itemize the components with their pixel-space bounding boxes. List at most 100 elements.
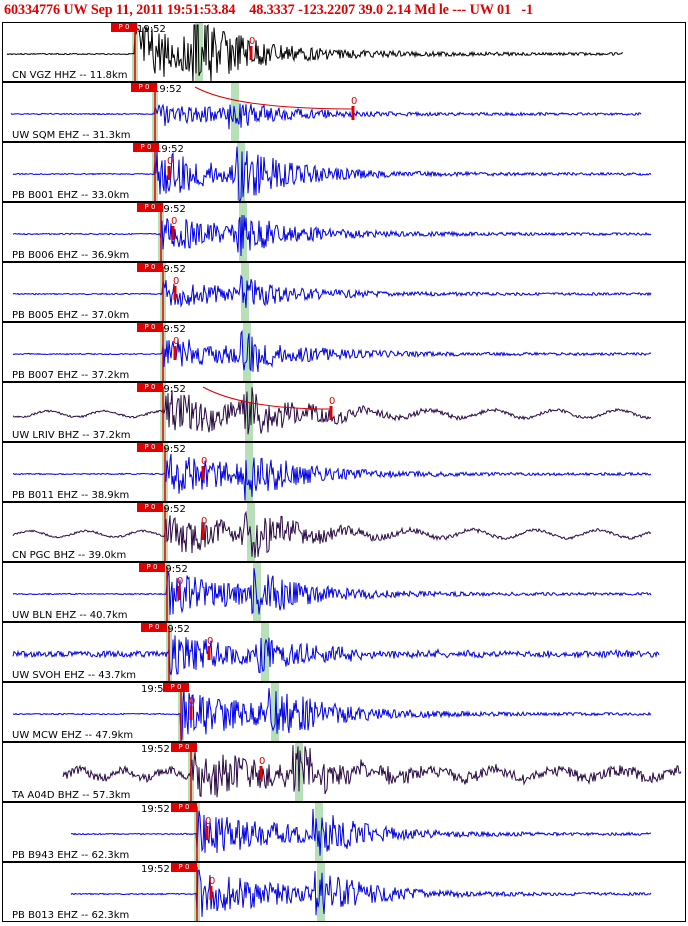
coda-marker-label: 0 bbox=[189, 696, 195, 707]
seismogram-panel[interactable]: 0 19:52 P 0 TA A04D BHZ -- 57.3km bbox=[2, 742, 686, 802]
station-channel-label: UW BLN EHZ -- 40.7km bbox=[12, 610, 128, 621]
waveform-plot: 0 bbox=[12, 383, 652, 441]
trace-time-label: 19:52 bbox=[141, 804, 170, 815]
p-pick-tag[interactable]: P 0 bbox=[137, 323, 163, 332]
trace-time-label: 19:52 bbox=[157, 384, 186, 395]
seismogram-panel[interactable]: 0 19:52 P 0 PB B007 EHZ -- 37.2km bbox=[2, 322, 686, 382]
coda-marker bbox=[173, 346, 177, 360]
seismogram-panel[interactable]: 0 19:52 P 0 UW SQM EHZ -- 31.3km bbox=[2, 82, 686, 142]
s-arrival-band bbox=[245, 443, 253, 501]
waveform-plot: 0 bbox=[70, 863, 652, 921]
coda-marker-label: 0 bbox=[329, 396, 335, 407]
coda-decay-curve bbox=[194, 86, 354, 110]
waveform-trace bbox=[6, 23, 624, 81]
station-channel-label: PB B013 EHZ -- 62.3km bbox=[12, 910, 130, 921]
seismogram-panel[interactable]: 0 19:52 P 0 CN VGZ HHZ -- 11.8km bbox=[2, 22, 686, 82]
seismogram-panel[interactable]: 0 19:52 P 0 PB B005 EHZ -- 37.0km bbox=[2, 262, 686, 322]
trace-time-label: 19:52 bbox=[157, 444, 186, 455]
waveform-plot: 0 bbox=[10, 83, 642, 141]
p-pick-tag[interactable]: P 0 bbox=[171, 803, 197, 812]
p-pick-tag[interactable]: P 0 bbox=[111, 23, 137, 32]
seismogram-panel[interactable]: 0 19:52 P 0 PB B001 EHZ -- 33.0km bbox=[2, 142, 686, 202]
seismogram-panels: 0 19:52 P 0 CN VGZ HHZ -- 11.8km 0 19:52 P 0 UW… bbox=[0, 22, 688, 926]
p-pick-tag[interactable]: P 0 bbox=[163, 683, 189, 692]
p-pick-tag[interactable]: P 0 bbox=[137, 203, 163, 212]
waveform-plot: 0 bbox=[12, 203, 652, 261]
p-pick-tag[interactable]: P 0 bbox=[137, 443, 163, 452]
station-channel-label: UW MCW EHZ -- 47.9km bbox=[12, 730, 134, 741]
waveform-plot: 0 bbox=[70, 803, 652, 861]
s-arrival-band bbox=[237, 143, 245, 201]
coda-marker-label: 0 bbox=[249, 36, 255, 47]
seismogram-panel[interactable]: 0 19:52 P 0 PB B011 EHZ -- 38.9km bbox=[2, 442, 686, 502]
waveform-plot: 0 bbox=[12, 323, 652, 381]
trace-time-label: 19:52 bbox=[141, 864, 170, 875]
waveform-trace bbox=[12, 453, 652, 501]
coda-marker bbox=[201, 466, 205, 480]
seismogram-panel[interactable]: 0 19:52 P 0 PB B013 EHZ -- 62.3km bbox=[2, 862, 686, 922]
station-channel-label: TA A04D BHZ -- 57.3km bbox=[12, 790, 131, 801]
waveform-trace bbox=[12, 387, 652, 435]
waveform-trace bbox=[12, 274, 652, 308]
waveform-plot: 0 bbox=[12, 563, 652, 621]
trace-time-label: 19:52 bbox=[157, 204, 186, 215]
p-pick-tag[interactable]: P 0 bbox=[139, 563, 165, 572]
waveform-plot: 0 bbox=[12, 503, 652, 561]
coda-marker-label: 0 bbox=[173, 276, 179, 287]
coda-marker bbox=[167, 166, 171, 180]
station-channel-label: UW LRIV BHZ -- 37.2km bbox=[12, 430, 131, 441]
trace-time-label: 19:52 bbox=[155, 144, 184, 155]
waveform-trace bbox=[70, 808, 652, 856]
coda-marker bbox=[351, 106, 355, 120]
coda-marker bbox=[189, 706, 193, 720]
station-channel-label: PB B006 EHZ -- 36.9km bbox=[12, 250, 130, 261]
p-pick-tag[interactable]: P 0 bbox=[131, 83, 157, 92]
coda-marker-label: 0 bbox=[209, 876, 215, 887]
seismogram-panel[interactable]: 0 19:52 P 0 UW BLN EHZ -- 40.7km bbox=[2, 562, 686, 622]
p-pick-tag[interactable]: P 0 bbox=[141, 623, 167, 632]
p-pick-tag[interactable]: P 0 bbox=[137, 383, 163, 392]
coda-marker-label: 0 bbox=[173, 336, 179, 347]
waveform-trace bbox=[12, 568, 652, 615]
seismogram-panel[interactable]: 0 19:52 P 0 UW LRIV BHZ -- 37.2km bbox=[2, 382, 686, 442]
station-channel-label: PB B943 EHZ -- 62.3km bbox=[12, 850, 130, 861]
s-arrival-band bbox=[253, 563, 261, 621]
coda-decay-curve bbox=[202, 386, 332, 410]
coda-marker bbox=[177, 586, 181, 600]
waveform-trace bbox=[12, 635, 660, 675]
coda-marker bbox=[171, 226, 175, 240]
event-header: 60334776 UW Sep 11, 2011 19:51:53.84 48.… bbox=[0, 0, 688, 22]
p-pick-tag[interactable]: P 0 bbox=[137, 503, 163, 512]
coda-marker bbox=[201, 526, 205, 540]
station-channel-label: PB B001 EHZ -- 33.0km bbox=[12, 190, 130, 201]
p-pick-tag[interactable]: P 0 bbox=[171, 863, 197, 872]
trace-time-label: 19:52 bbox=[153, 84, 182, 95]
coda-marker-label: 0 bbox=[351, 96, 357, 107]
station-channel-label: UW SQM EHZ -- 31.3km bbox=[12, 130, 131, 141]
coda-marker-label: 0 bbox=[177, 576, 183, 587]
waveform-plot: 0 bbox=[6, 23, 624, 81]
seismogram-panel[interactable]: 0 19:52 P 0 UW MCW EHZ -- 47.9km bbox=[2, 682, 686, 742]
waveform-trace bbox=[12, 146, 652, 201]
waveform-plot: 0 bbox=[12, 683, 652, 741]
waveform-plot: 0 bbox=[12, 443, 652, 501]
trace-time-label: 19:52 bbox=[159, 564, 188, 575]
seismogram-panel[interactable]: 0 19:52 P 0 UW SVOH EHZ -- 43.7km bbox=[2, 622, 686, 682]
waveform-trace bbox=[12, 510, 652, 558]
trace-time-label: 19:52 bbox=[157, 324, 186, 335]
seismogram-panel[interactable]: 0 19:52 P 0 CN PGC BHZ -- 39.0km bbox=[2, 502, 686, 562]
station-channel-label: PB B005 EHZ -- 37.0km bbox=[12, 310, 130, 321]
p-pick-tag[interactable]: P 0 bbox=[133, 143, 159, 152]
waveform-trace bbox=[70, 869, 652, 917]
p-pick-tag[interactable]: P 0 bbox=[171, 743, 197, 752]
waveform-plot: 0 bbox=[12, 623, 660, 681]
trace-time-label: 19:52 bbox=[161, 624, 190, 635]
seismogram-panel[interactable]: 0 19:52 P 0 PB B006 EHZ -- 36.9km bbox=[2, 202, 686, 262]
station-channel-label: CN VGZ HHZ -- 11.8km bbox=[12, 70, 128, 81]
waveform-trace bbox=[10, 103, 642, 130]
waveform-plot: 0 bbox=[12, 143, 652, 201]
station-channel-label: PB B007 EHZ -- 37.2km bbox=[12, 370, 130, 381]
p-pick-tag[interactable]: P 0 bbox=[137, 263, 163, 272]
coda-marker-label: 0 bbox=[201, 516, 207, 527]
seismogram-panel[interactable]: 0 19:52 P 0 PB B943 EHZ -- 62.3km bbox=[2, 802, 686, 862]
